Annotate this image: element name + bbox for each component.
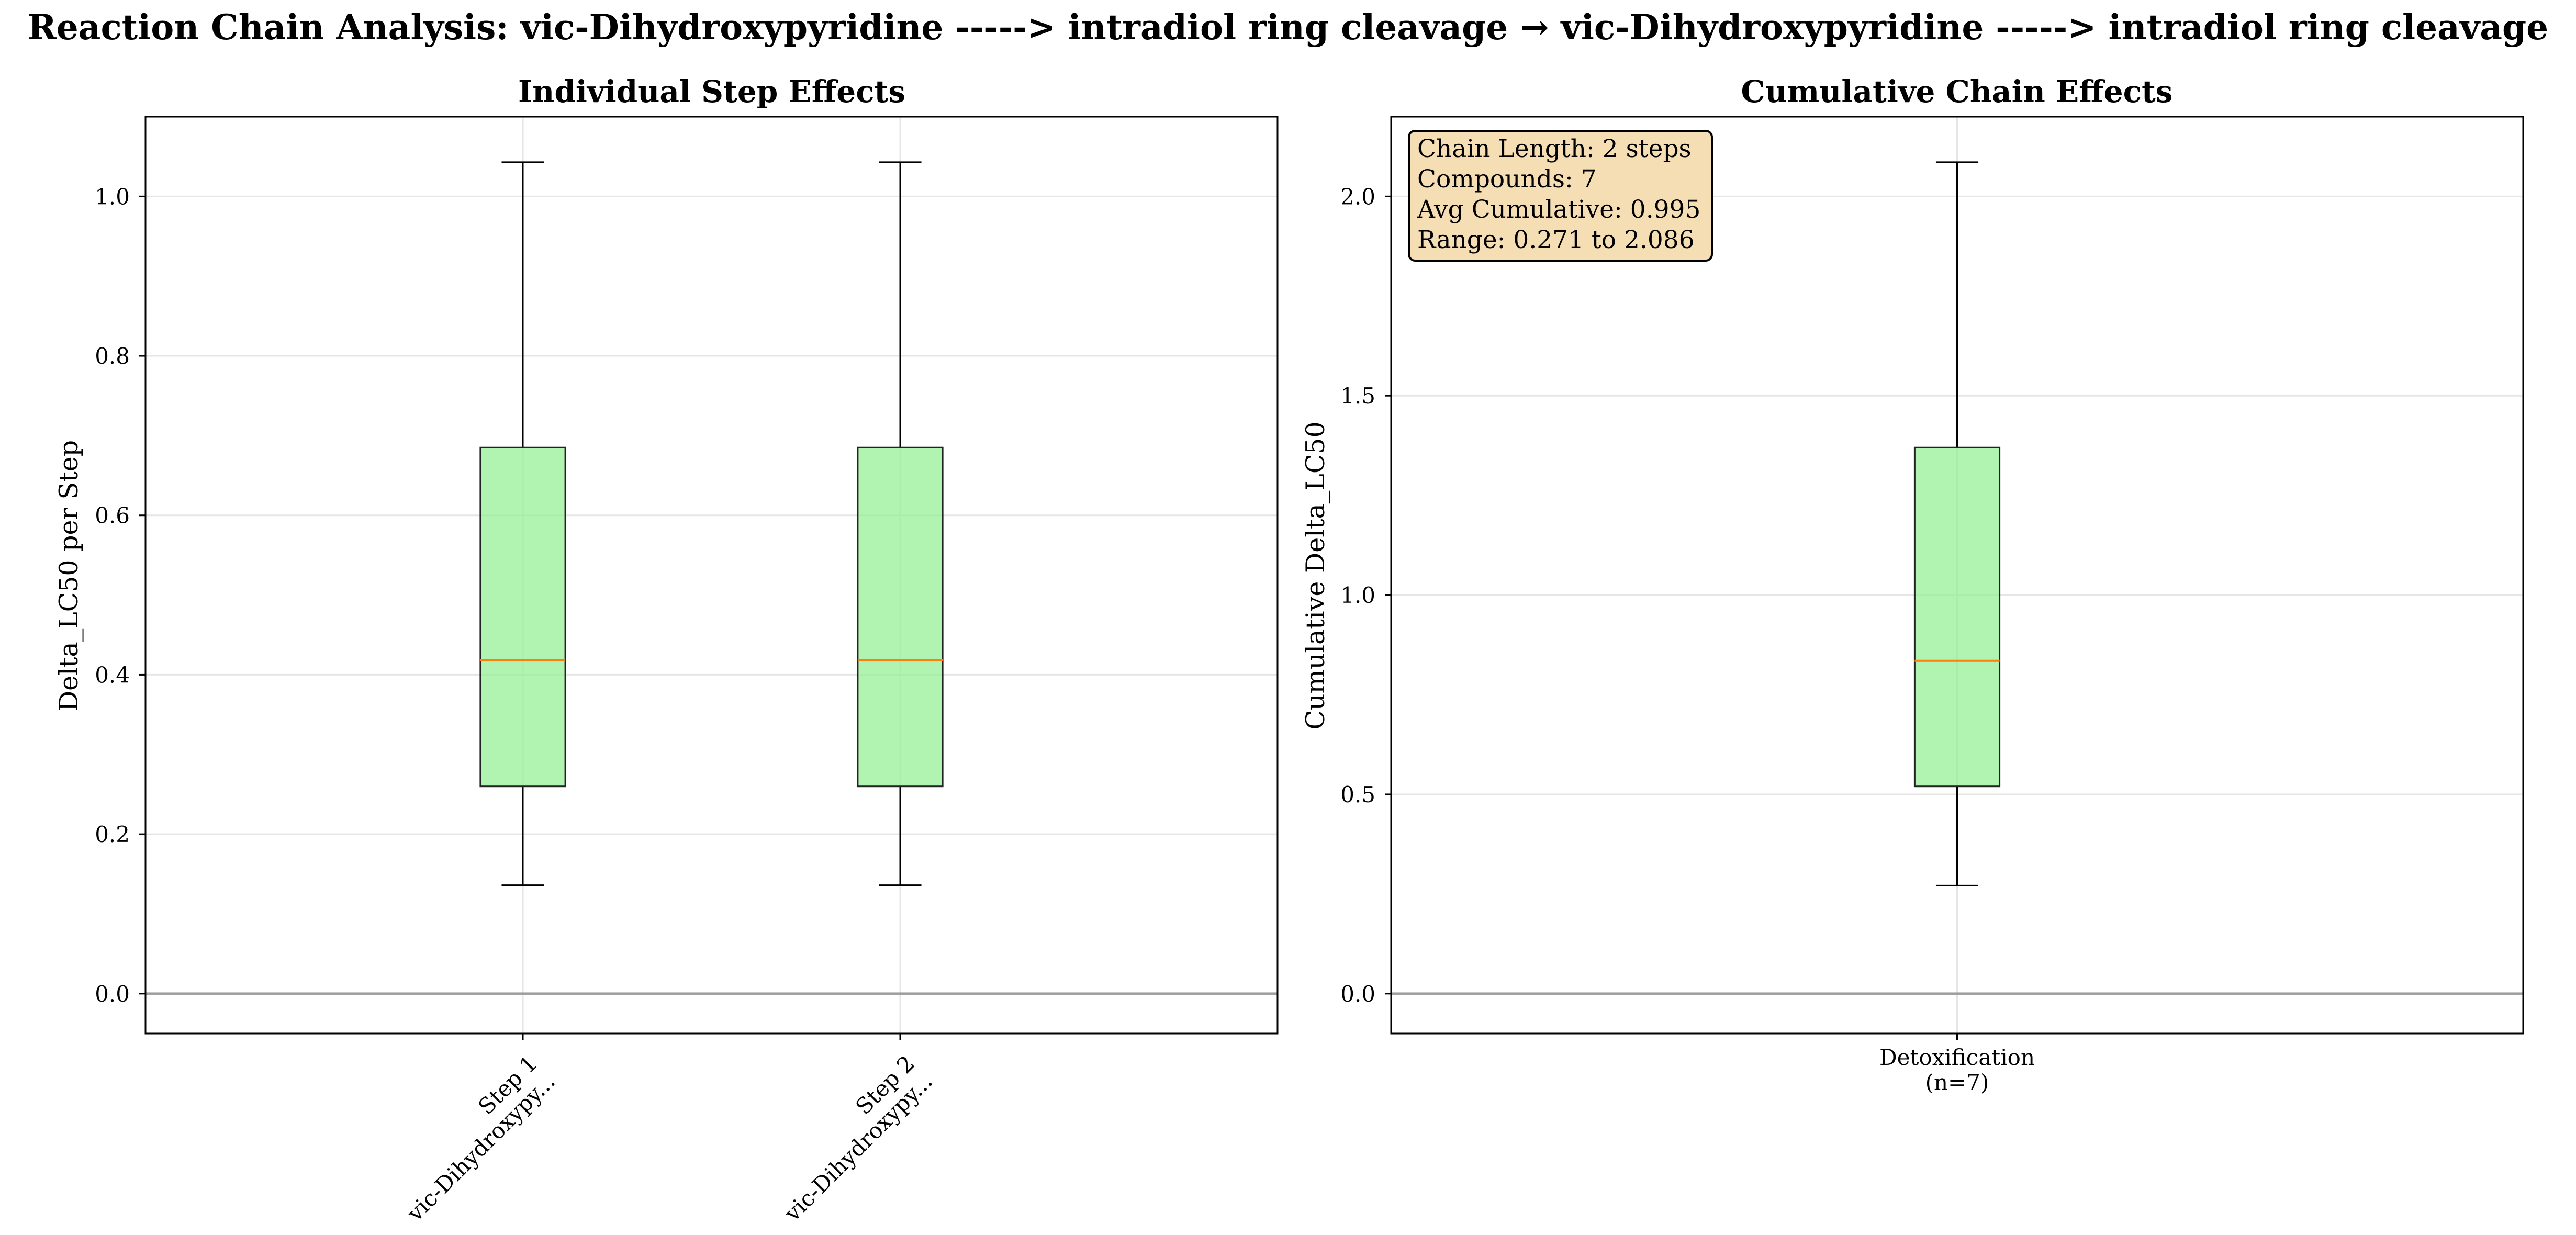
stats-line: Chain Length: 2 steps <box>1417 134 1692 163</box>
x-tick-label: Step 1vic-Dihydroxypy... <box>384 1050 560 1226</box>
y-axis-label: Delta_LC50 per Step <box>54 440 84 711</box>
figure-title: Reaction Chain Analysis: vic-Dihydroxypy… <box>28 7 2548 48</box>
y-tick-label: 0.0 <box>95 981 130 1007</box>
y-axis-label: Cumulative Delta_LC50 <box>1301 421 1330 729</box>
box-1 <box>1913 161 2001 886</box>
x-tick-label: Detoxification (n=7) <box>1879 1045 2035 1095</box>
y-tick-label: 1.0 <box>95 184 130 209</box>
y-tick-label: 1.5 <box>1340 383 1375 409</box>
stats-line: Avg Cumulative: 0.995 <box>1417 195 1701 224</box>
panel-cumulative-chain-effects: Cumulative Chain Effects 0.0 0.5 1.0 1.5 2.0… <box>1301 74 2524 1095</box>
box-body <box>479 446 566 788</box>
y-tick-label: 0.6 <box>95 503 130 529</box>
box-body <box>1913 446 2001 788</box>
stats-line: Compounds: 7 <box>1417 165 1597 194</box>
box-body <box>857 446 944 788</box>
panel-individual-step-effects: Individual Step Effects 0.0 0.2 0.4 0.6 0.8 1… <box>54 74 1279 1227</box>
plot-frame <box>1390 116 2524 1035</box>
box-2 <box>857 161 944 886</box>
y-tick-label: 0.8 <box>95 343 130 369</box>
y-tick-label: 1.0 <box>1340 582 1375 608</box>
plot-frame <box>144 116 1279 1035</box>
y-tick-label: 0.0 <box>1340 981 1375 1007</box>
y-tick-label: 0.2 <box>95 822 130 847</box>
y-tick-label: 0.5 <box>1340 782 1375 807</box>
y-tick-label: 2.0 <box>1340 184 1375 209</box>
chain-stats-box: Chain Length: 2 steps Compounds: 7 Avg C… <box>1408 130 1713 262</box>
panel-title: Cumulative Chain Effects <box>1741 74 2173 109</box>
y-tick-label: 0.4 <box>95 662 130 688</box>
stats-line: Range: 0.271 to 2.086 <box>1417 226 1695 254</box>
box-1 <box>479 161 566 886</box>
panel-title: Individual Step Effects <box>518 74 905 109</box>
x-tick-label: Step 2vic-Dihydroxypy... <box>761 1050 937 1226</box>
